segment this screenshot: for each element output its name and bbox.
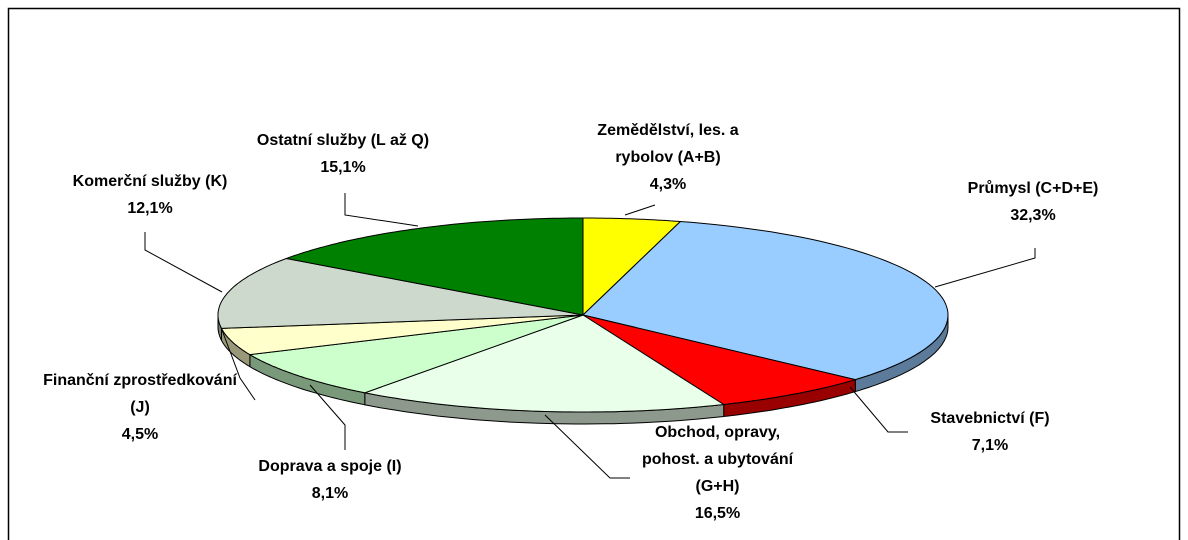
- slice: [220, 314, 584, 356]
- leader-line: [309, 384, 346, 450]
- leader-line: [344, 193, 419, 227]
- slice-label: Komerční služby (K) 12,1%: [30, 168, 270, 222]
- value-label: 16,5%: [694, 505, 741, 522]
- slice: [582, 314, 856, 406]
- leader-line: [849, 386, 908, 433]
- value-label: 15,1%: [320, 159, 366, 176]
- category-name: Zemědělství, les. a rybolov (A+B): [597, 122, 739, 166]
- value-label: 32,3%: [1010, 207, 1056, 224]
- slice: [217, 257, 584, 329]
- pie: [217, 217, 949, 425]
- slice-label: Finanční zprostředkování (J) 4,5%: [40, 367, 240, 448]
- slice: [581, 220, 949, 381]
- leader-line: [934, 248, 1036, 288]
- value-label: 4,3%: [649, 176, 687, 193]
- category-name: Ostatní služby (L až Q): [256, 132, 430, 149]
- slice: [284, 217, 584, 316]
- category-name: Doprava a spoje (I): [258, 458, 402, 475]
- category-name: Finanční zprostředkování (J): [43, 372, 237, 416]
- leader-line: [144, 232, 223, 293]
- value-label: 4,5%: [121, 426, 159, 443]
- category-name: Komerční služby (K): [72, 173, 228, 190]
- leader-lines: [144, 193, 1036, 479]
- slice-label: Zemědělství, les. a rybolov (A+B) 4,3%: [573, 117, 763, 198]
- slice-label: Ostatní služby (L až Q) 15,1%: [233, 127, 453, 181]
- slice-label: Doprava a spoje (I) 8,1%: [210, 453, 450, 507]
- slice: [362, 314, 726, 413]
- slice-label: Stavebnictví (F) 7,1%: [895, 405, 1085, 459]
- value-label: 8,1%: [311, 485, 349, 502]
- slice: [582, 217, 682, 317]
- slice-label: Obchod, opravy, pohost. a ubytování (G+H…: [625, 419, 810, 527]
- category-name: Průmysl (C+D+E): [967, 180, 1099, 197]
- leader-line: [624, 204, 656, 216]
- slice-label: Průmysl (C+D+E) 32,3%: [938, 175, 1128, 229]
- category-name: Stavebnictví (F): [930, 410, 1050, 427]
- slice: [248, 314, 584, 394]
- value-label: 7,1%: [971, 437, 1009, 454]
- category-name: Obchod, opravy, pohost. a ubytování (G+H…: [641, 424, 794, 495]
- value-label: 12,1%: [127, 200, 173, 217]
- leader-line: [221, 329, 256, 401]
- leader-line: [544, 414, 630, 479]
